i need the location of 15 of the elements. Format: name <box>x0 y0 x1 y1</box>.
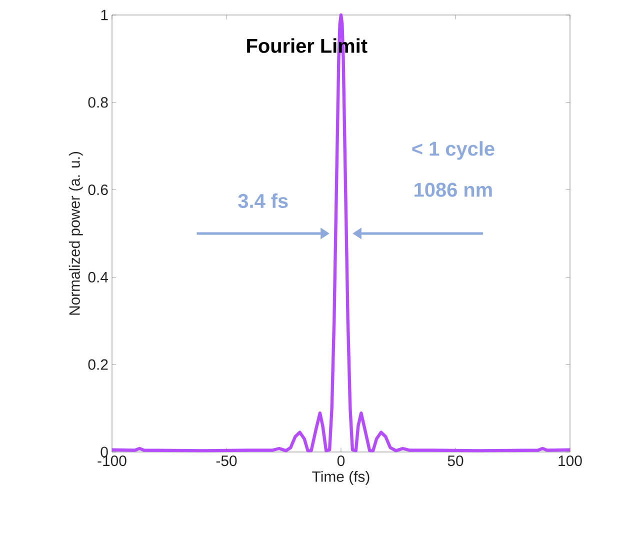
annotation: < 1 cycle <box>412 141 494 160</box>
y-tick-label: 0.6 <box>88 184 108 196</box>
x-tick-label: 0 <box>337 456 345 466</box>
x-tick-label: 100 <box>558 456 582 466</box>
x-axis-title: Time (fs) <box>312 470 370 485</box>
x-tick-label: -100 <box>98 456 126 466</box>
y-tick-label: 0.2 <box>88 359 108 370</box>
y-tick-label: 1 <box>101 10 108 20</box>
annotation: 3.4 fs <box>238 193 288 208</box>
y-axis-title: Normalized power (a. u.) <box>68 152 83 315</box>
y-tick-label: 0.4 <box>88 272 108 282</box>
annotation: 1086 nm <box>414 182 492 197</box>
x-tick-label: -50 <box>216 456 237 466</box>
x-tick-label: 50 <box>448 456 464 466</box>
y-tick-label: 0.8 <box>88 97 108 108</box>
